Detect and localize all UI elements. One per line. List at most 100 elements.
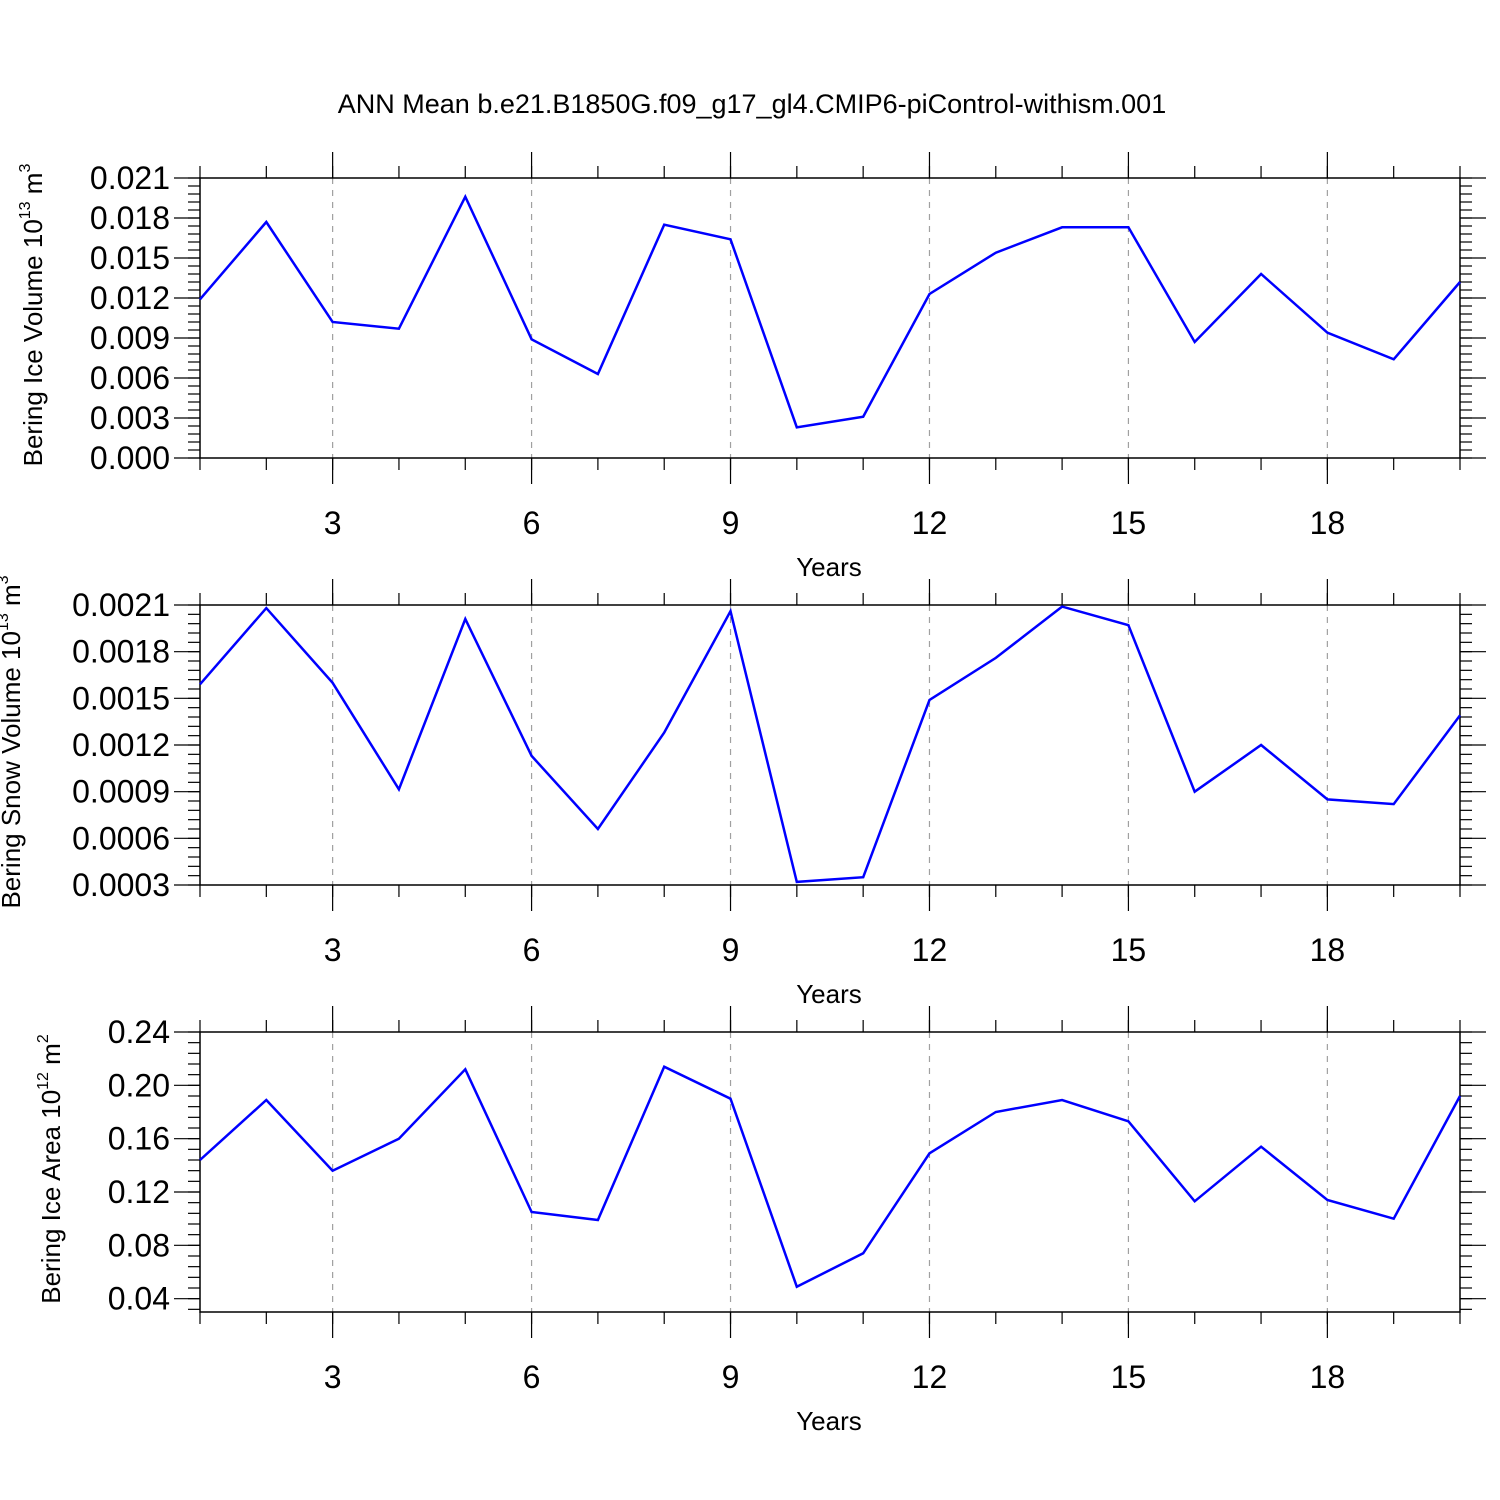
x-tick-label: 18 <box>1310 505 1346 541</box>
data-point <box>927 1151 931 1155</box>
data-point <box>1193 790 1197 794</box>
x-tick-label: 9 <box>722 505 740 541</box>
y-tick-label: 0.0003 <box>72 867 170 903</box>
data-series-line <box>199 1065 1462 1289</box>
data-point <box>264 606 268 610</box>
data-point <box>530 337 534 341</box>
data-point <box>729 1097 733 1101</box>
y-tick-label: 0.0015 <box>72 680 170 716</box>
data-point <box>596 827 600 831</box>
data-point <box>1325 331 1329 335</box>
chart-panel-3: 3 6 9 12 15 18 0.04 0.08 0.12 0.16 0.20 0.24 Years Be… <box>35 1006 1486 1436</box>
y-tick-label: 0.12 <box>108 1174 170 1210</box>
data-point <box>331 681 335 685</box>
y-tick-label: 0.24 <box>108 1014 170 1050</box>
data-point <box>463 617 467 621</box>
x-tick-label: 6 <box>523 505 541 541</box>
x-axis-label: Years <box>796 979 862 1009</box>
chart-title: ANN Mean b.e21.B1850G.f09_g17_gl4.CMIP6-… <box>338 89 1166 119</box>
plot-frame <box>199 1031 1461 1313</box>
y-axis-label: Bering Snow Volume 1013 m3 <box>0 575 26 908</box>
x-tick-label: 6 <box>523 932 541 968</box>
x-tick-label: 6 <box>523 1359 541 1395</box>
y-tick-label: 0.0018 <box>72 634 170 670</box>
y-tick-label: 0.018 <box>90 200 170 236</box>
data-point <box>795 1285 799 1289</box>
data-point <box>1193 1199 1197 1203</box>
data-point <box>198 297 202 301</box>
data-point <box>861 415 865 419</box>
data-point <box>463 1067 467 1071</box>
y-tick-label: 0.20 <box>108 1067 170 1103</box>
data-point <box>927 292 931 296</box>
data-point <box>198 682 202 686</box>
y-tick-label: 0.012 <box>90 280 170 316</box>
data-point <box>994 1110 998 1114</box>
data-point <box>1060 605 1064 609</box>
data-point <box>795 425 799 429</box>
y-tick-label: 0.0006 <box>72 820 170 856</box>
plot-frame <box>199 177 1461 459</box>
data-point <box>1259 1145 1263 1149</box>
data-point <box>1325 1198 1329 1202</box>
data-point <box>1325 797 1329 801</box>
y-tick-label: 0.0012 <box>72 727 170 763</box>
data-point <box>662 1065 666 1069</box>
x-axis-label: Years <box>796 1406 862 1436</box>
data-point <box>927 698 931 702</box>
data-point <box>662 223 666 227</box>
x-tick-label: 3 <box>324 932 342 968</box>
x-tick-label: 12 <box>912 505 948 541</box>
data-series-line <box>199 193 1461 429</box>
data-point <box>1126 623 1130 627</box>
x-tick-label: 9 <box>722 932 740 968</box>
x-tick-label: 3 <box>324 1359 342 1395</box>
y-tick-label: 0.0021 <box>72 587 170 623</box>
data-point <box>264 1098 268 1102</box>
data-point <box>530 754 534 758</box>
data-point <box>331 1169 335 1173</box>
y-tick-label: 0.16 <box>108 1121 170 1157</box>
data-point <box>1060 225 1064 229</box>
data-point <box>1259 272 1263 276</box>
data-point <box>1458 713 1462 717</box>
data-point <box>1259 743 1263 747</box>
y-axis-label: Bering Ice Area 1012 m2 <box>35 1034 66 1304</box>
data-point <box>861 875 865 879</box>
data-point <box>861 1251 865 1255</box>
data-point <box>1126 1119 1130 1123</box>
y-tick-label: 0.04 <box>108 1281 170 1317</box>
data-point <box>994 656 998 660</box>
x-tick-label: 18 <box>1310 1359 1346 1395</box>
data-point <box>1458 280 1462 284</box>
y-tick-label: 0.000 <box>90 440 170 476</box>
data-point <box>1392 1217 1396 1221</box>
y-axis-label: Bering Ice Volume 1013 m3 <box>17 164 48 467</box>
y-tick-label: 0.006 <box>90 360 170 396</box>
data-point <box>198 1158 202 1162</box>
data-point <box>264 220 268 224</box>
data-series-line <box>199 605 1462 884</box>
x-tick-label: 12 <box>912 1359 948 1395</box>
x-tick-label: 3 <box>324 505 342 541</box>
data-point <box>729 237 733 241</box>
chart-panel-2: 3 6 9 12 15 18 0.0003 0.0006 0.0009 0.0012 0.0015 0… <box>0 575 1486 1009</box>
data-point <box>1458 1094 1462 1098</box>
y-tick-label: 0.021 <box>90 160 170 196</box>
data-point <box>530 1210 534 1214</box>
data-point <box>1392 357 1396 361</box>
x-tick-label: 15 <box>1111 505 1147 541</box>
data-point <box>1193 340 1197 344</box>
data-point <box>1060 1098 1064 1102</box>
x-axis-label: Years <box>796 552 862 582</box>
y-tick-label: 0.08 <box>108 1227 170 1263</box>
data-point <box>1126 225 1130 229</box>
x-tick-label: 12 <box>912 932 948 968</box>
plot-frame <box>199 604 1461 886</box>
x-tick-label: 18 <box>1310 932 1346 968</box>
data-point <box>662 731 666 735</box>
chart-panel-1: 3 6 9 12 15 18 0.000 0.003 0.006 0.009 0.012 0.015 0… <box>17 152 1486 582</box>
data-point <box>994 251 998 255</box>
data-point <box>596 372 600 376</box>
